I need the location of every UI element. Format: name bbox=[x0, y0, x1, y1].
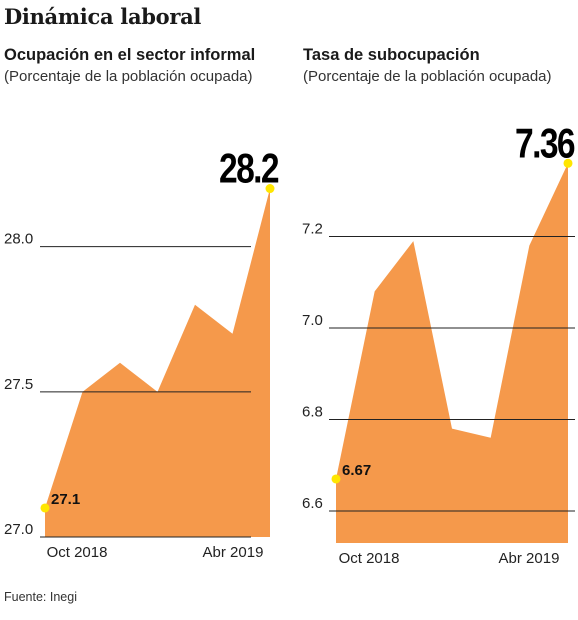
left-area-series bbox=[45, 188, 270, 538]
chart-right: 6.6 6.8 7.0 7.2 Oct 2018 Abr 2019 6.67 7.36 bbox=[302, 121, 576, 567]
left-y-tick-label: 28.0 bbox=[4, 231, 33, 248]
chart-right-title: Tasa de subocupación bbox=[303, 46, 480, 64]
right-x-tick-label: Abr 2019 bbox=[499, 550, 560, 567]
source-note: Fuente: Inegi bbox=[4, 590, 77, 604]
right-y-tick-label: 6.6 bbox=[302, 495, 323, 512]
left-x-tick-label: Oct 2018 bbox=[47, 544, 108, 561]
chart-left-title: Ocupación en el sector informal bbox=[4, 46, 256, 64]
chart-right-subtitle: (Porcentaje de la población ocupada) bbox=[303, 68, 552, 85]
right-y-tick-label: 7.2 bbox=[302, 220, 323, 237]
left-x-tick-label: Abr 2019 bbox=[203, 544, 264, 561]
right-start-point bbox=[331, 474, 341, 484]
left-start-value-label: 27.1 bbox=[51, 491, 80, 508]
left-y-tick-label: 27.5 bbox=[4, 376, 33, 393]
right-end-point bbox=[563, 158, 573, 168]
left-end-point bbox=[265, 184, 275, 194]
right-start-value-label: 6.67 bbox=[342, 462, 371, 479]
left-start-point bbox=[40, 503, 50, 513]
right-x-tick-label: Oct 2018 bbox=[339, 550, 400, 567]
chart-left: 27.0 27.5 28.0 Oct 2018 Abr 2019 27.1 28.2 bbox=[4, 146, 280, 561]
right-area-series bbox=[336, 163, 568, 543]
left-end-value-label: 28.2 bbox=[219, 146, 279, 192]
right-y-tick-label: 7.0 bbox=[302, 312, 323, 329]
chart-left-subtitle: (Porcentaje de la población ocupada) bbox=[4, 68, 253, 85]
right-end-value-label: 7.36 bbox=[515, 121, 575, 167]
page-title: Dinámica laboral bbox=[4, 4, 202, 29]
right-y-tick-label: 6.8 bbox=[302, 403, 323, 420]
left-y-tick-label: 27.0 bbox=[4, 521, 33, 538]
